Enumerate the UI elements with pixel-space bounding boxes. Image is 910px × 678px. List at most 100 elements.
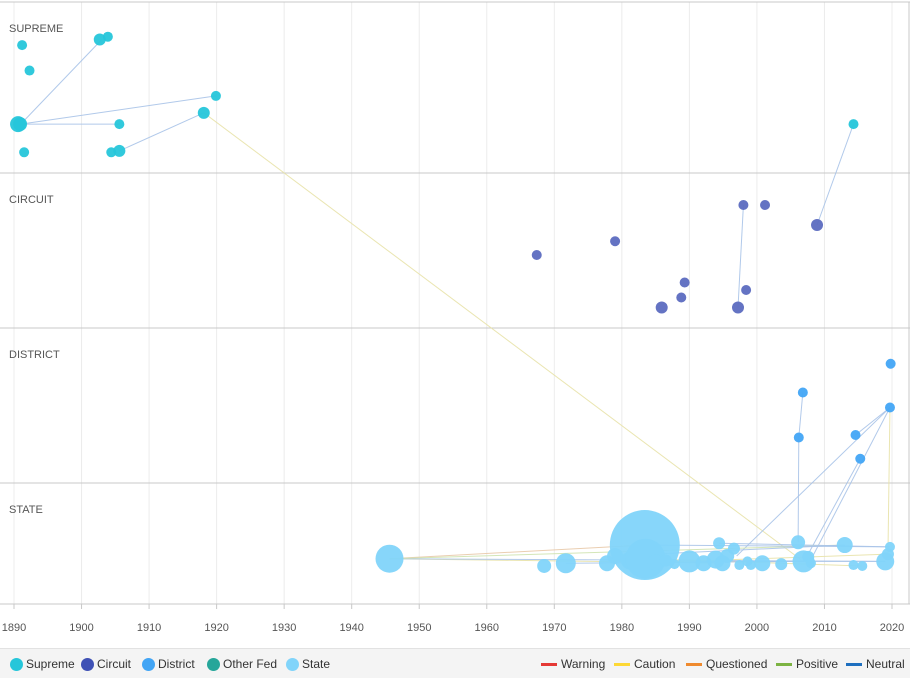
point-state-9 <box>659 554 672 567</box>
point-state-26 <box>805 558 816 569</box>
treatment-link-5 <box>816 123 854 226</box>
point-circuit-5 <box>732 301 745 314</box>
lane-label-state: STATE <box>9 504 43 516</box>
point-state-27 <box>836 537 853 554</box>
point-state-10 <box>669 559 680 570</box>
lane-label-circuit: CIRCUIT <box>9 194 54 206</box>
legend-swatch-warning <box>541 662 557 666</box>
treatment-link-11 <box>803 458 861 562</box>
point-state-14 <box>713 537 726 550</box>
legend-swatch-neutral <box>846 662 862 666</box>
point-state-20 <box>745 560 756 571</box>
legend-swatch-caution <box>614 662 630 666</box>
point-state-28 <box>848 560 859 571</box>
x-tick-label-1940: 1940 <box>339 622 363 634</box>
x-tick-label-1900: 1900 <box>69 622 93 634</box>
legend-label-supreme: Supreme <box>26 657 75 671</box>
treatment-link-1 <box>20 95 217 125</box>
legend-label-state: State <box>302 657 331 671</box>
point-circuit-3 <box>676 292 687 303</box>
legend-item-questioned[interactable]: Questioned <box>686 657 767 671</box>
legend-item-caution[interactable]: Caution <box>614 657 675 671</box>
x-tick-label-1960: 1960 <box>475 622 499 634</box>
treatment-link-6 <box>737 204 744 308</box>
treatment-link-10 <box>855 407 891 436</box>
x-tick-label-2010: 2010 <box>812 622 836 634</box>
point-district-0 <box>793 432 804 443</box>
point-district-5 <box>884 402 895 413</box>
point-supreme-11 <box>210 90 221 101</box>
treatment-link-7 <box>798 392 804 438</box>
point-district-1 <box>797 387 808 398</box>
point-supreme-10 <box>197 106 210 119</box>
legend-swatch-questioned <box>686 662 702 666</box>
x-tick-label-1980: 1980 <box>610 622 634 634</box>
x-tick-label-1910: 1910 <box>137 622 161 634</box>
point-circuit-2 <box>655 301 668 314</box>
legend-item-positive[interactable]: Positive <box>776 657 838 671</box>
treatment-link-8 <box>736 407 891 557</box>
legend-label-caution: Caution <box>634 657 676 671</box>
legend-item-neutral[interactable]: Neutral <box>846 657 905 671</box>
legend-label-other-fed: Other Fed <box>223 657 278 671</box>
legend-swatch-circuit <box>81 657 94 671</box>
point-supreme-3 <box>24 65 35 76</box>
point-supreme-6 <box>102 31 113 42</box>
legend-swatch-other-fed <box>207 657 220 671</box>
point-supreme-4 <box>19 147 30 158</box>
legend-item-district[interactable]: District <box>142 657 195 671</box>
legend-bar: Supreme Circuit District Other Fed State… <box>0 648 910 678</box>
point-circuit-0 <box>531 250 542 260</box>
point-state-22 <box>775 558 788 571</box>
lane-label-supreme: SUPREME <box>9 23 63 35</box>
point-state-29 <box>857 560 868 571</box>
x-tick-label-1920: 1920 <box>204 622 228 634</box>
legend-label-positive: Positive <box>796 657 839 671</box>
point-state-23 <box>791 535 806 550</box>
chart-canvas: SUPREME CIRCUIT DISTRICT STATE 1890 1900 1910 1… <box>0 1 910 634</box>
treatment-link-4 <box>203 112 802 561</box>
point-district-3 <box>855 453 866 464</box>
point-circuit-6 <box>738 200 749 210</box>
legend-item-supreme[interactable]: Supreme <box>10 657 75 671</box>
x-tick-label-1970: 1970 <box>542 622 566 634</box>
x-tick-label-1990: 1990 <box>677 622 701 634</box>
treatment-link-13 <box>887 407 891 555</box>
point-supreme-5 <box>93 33 106 46</box>
x-tick-label-1950: 1950 <box>407 622 431 634</box>
point-supreme-1 <box>13 117 28 132</box>
legend-swatch-district <box>142 657 155 671</box>
legend-label-circuit: Circuit <box>97 657 132 671</box>
legend-label-warning: Warning <box>561 657 606 671</box>
point-circuit-1 <box>610 236 621 247</box>
x-tick-label-2000: 2000 <box>745 622 769 634</box>
legend-item-other-fed[interactable]: Other Fed <box>207 657 277 671</box>
legend-label-questioned: Questioned <box>706 657 768 671</box>
point-state-11 <box>678 550 701 573</box>
legend-label-district: District <box>158 657 195 671</box>
point-state-32 <box>884 541 895 552</box>
point-circuit-8 <box>760 200 771 210</box>
legend-item-state[interactable]: State <box>286 657 330 671</box>
x-tick-label-2020: 2020 <box>880 622 904 634</box>
point-district-4 <box>885 358 896 369</box>
point-district-2 <box>850 430 861 440</box>
x-tick-label-1930: 1930 <box>272 622 296 634</box>
point-state-17 <box>727 542 740 555</box>
point-supreme-9 <box>114 119 125 130</box>
point-state-1 <box>537 558 552 573</box>
point-supreme-2 <box>17 40 28 51</box>
point-state-18 <box>734 560 745 571</box>
point-state-21 <box>754 555 771 572</box>
point-state-0 <box>375 544 404 573</box>
point-state-2 <box>555 553 576 574</box>
point-supreme-8 <box>113 144 126 157</box>
treatment-link-3 <box>119 112 204 152</box>
legend-item-warning[interactable]: Warning <box>541 657 605 671</box>
treatment-link-14 <box>389 544 645 560</box>
legend-item-circuit[interactable]: Circuit <box>81 657 131 671</box>
x-tick-label-1890: 1890 <box>2 622 26 634</box>
point-circuit-7 <box>741 285 752 295</box>
lane-label-district: DISTRICT <box>9 349 60 361</box>
